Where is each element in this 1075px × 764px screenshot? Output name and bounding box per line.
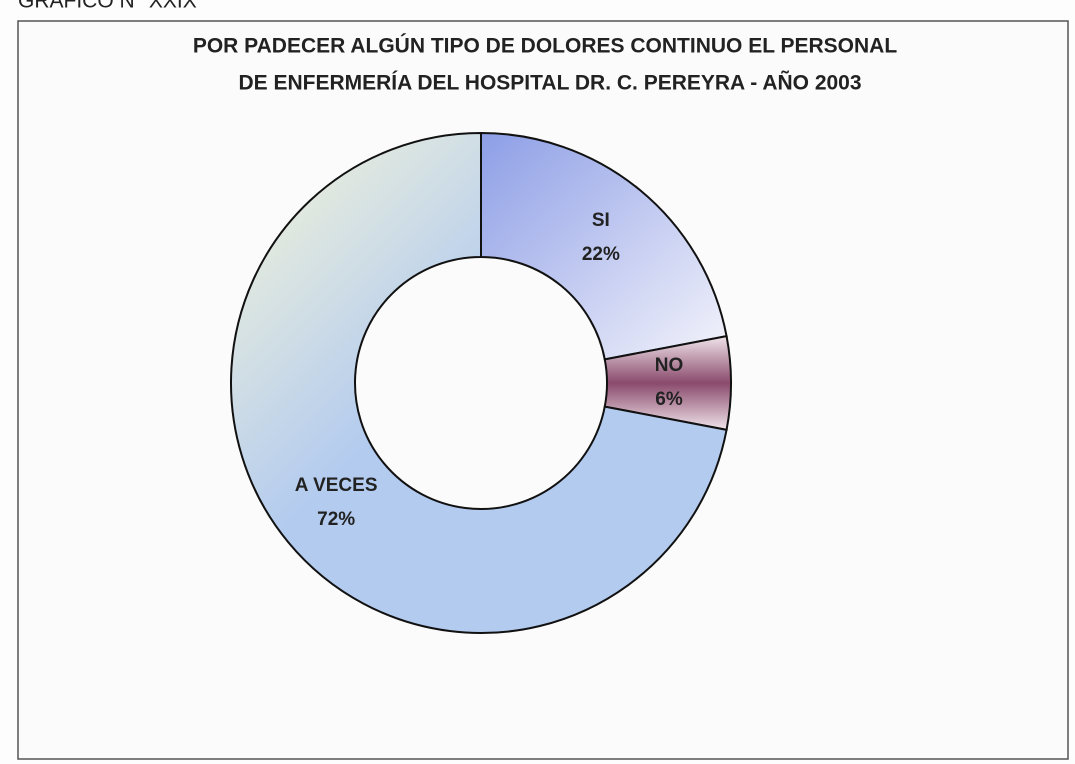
chart-title: DE ENFERMERÍA DEL HOSPITAL DR. C. PEREYR…	[238, 72, 861, 95]
chart-title: POR PADECER ALGÚN TIPO DE DOLORES CONTIN…	[193, 34, 898, 58]
segment-label: A VECES	[295, 475, 378, 496]
donut-segment	[480, 131, 728, 361]
segment-value-label: 6%	[655, 389, 683, 410]
chart-frame	[17, 20, 1069, 760]
segment-value-label: 22%	[582, 244, 620, 265]
caption: GRAFICO N° XXIX	[18, 0, 197, 13]
segment-value-label: 72%	[317, 509, 355, 530]
donut-segment	[230, 131, 728, 634]
segment-label: SI	[592, 210, 610, 231]
segment-label: NO	[655, 355, 684, 376]
